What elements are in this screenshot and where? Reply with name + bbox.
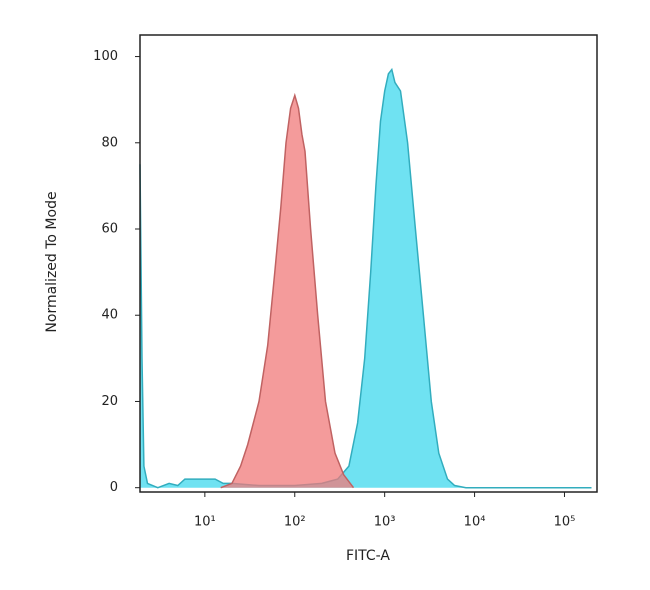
x-tick-label: 10⁴ (464, 515, 486, 530)
x-tick-label: 10¹ (194, 515, 216, 530)
area-line (220, 92, 355, 489)
x-tick-label: 10⁵ (554, 515, 576, 530)
area-line (139, 67, 592, 489)
y-tick-label: 60 (101, 222, 118, 237)
area-fill (140, 69, 592, 488)
y-tick-label: 0 (110, 480, 118, 495)
x-tick-label: 10³ (374, 515, 396, 530)
y-tick-label: 100 (93, 49, 118, 64)
plot-frame (139, 34, 598, 493)
y-tick-label: 20 (101, 394, 118, 409)
x-axis-title: FITC-A (346, 548, 390, 564)
y-axis-title: Normalized To Mode (44, 191, 60, 332)
y-tick-label: 40 (101, 308, 118, 323)
x-tick-label: 10² (284, 515, 306, 530)
y-tick-label: 80 (101, 135, 118, 150)
area-fill (220, 95, 354, 488)
